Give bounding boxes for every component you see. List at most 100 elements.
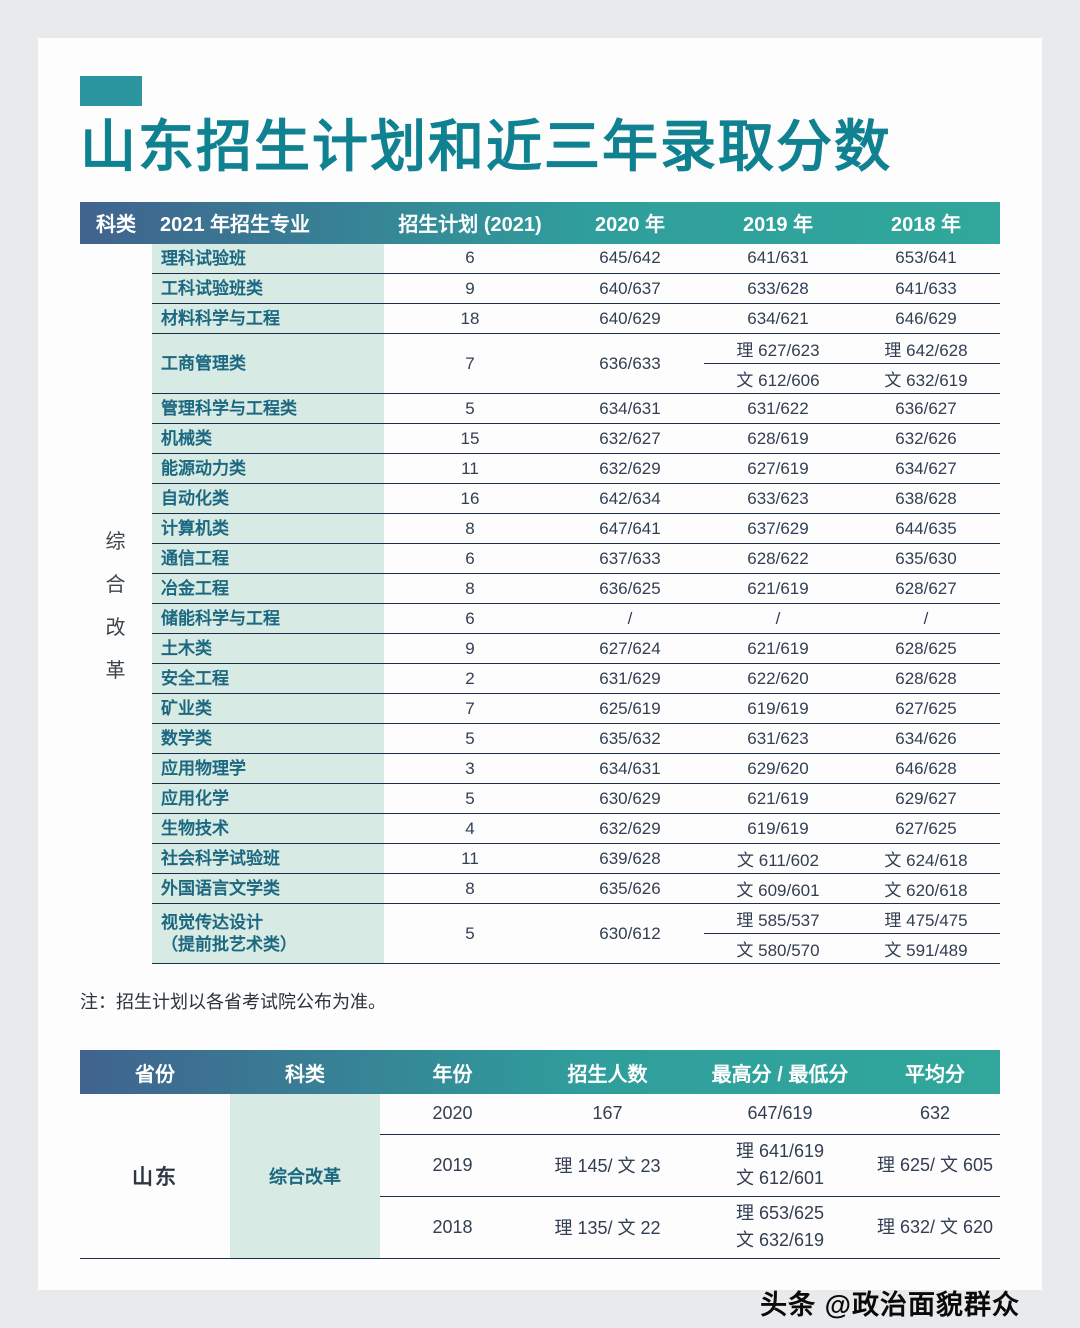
- major-cell: 能源动力类: [152, 453, 384, 485]
- score-2018-cell: 646/628: [852, 753, 1000, 785]
- major-cell: 储能科学与工程: [152, 603, 384, 635]
- province-col-header: 省份: [135, 1063, 175, 1086]
- admission-row: 综合改革理科试验班 6 645/642 641/631 653/641: [80, 243, 1000, 964]
- score-2019-cell: 637/629: [704, 513, 852, 545]
- major-cell: 应用物理学: [152, 753, 384, 785]
- province-table-body: 山东 综合改革 2020 167 647/619 632 2019 理 145/ 文 23 理 …: [80, 1094, 1000, 1259]
- plan-cell: 18: [384, 303, 556, 335]
- category-char: 合: [105, 573, 127, 596]
- plan-cell: 8: [384, 513, 556, 545]
- score-2018-cell: 634/627: [852, 453, 1000, 485]
- plan-cell: 11: [384, 843, 556, 875]
- plan-cell: 11: [384, 453, 556, 485]
- score-2020-cell: 631/629: [556, 663, 704, 695]
- plan-cell: 8: [384, 873, 556, 905]
- score-2020-cell: 627/624: [556, 633, 704, 665]
- score-2018-cell: 628/628: [852, 663, 1000, 695]
- major-cell: 工科试验班类: [152, 273, 384, 305]
- admission-row: 视觉传达设计 （提前批艺术类） 5 630/612 理 585/537 理 475/47…: [80, 903, 1000, 965]
- year-cell: 2019: [380, 1134, 525, 1197]
- plan-cell: 9: [384, 633, 556, 665]
- score-2018-cell: 文 591/489: [852, 933, 1000, 965]
- score-range-cell: 理 653/625 文 632/619: [690, 1196, 870, 1259]
- admission-row: 工商管理类 7 636/633 理 627/623 理 642/628: [80, 333, 1000, 395]
- admission-row: 通信工程 6 637/633 628/622 635/630: [80, 543, 1000, 575]
- score-2020-cell: 630/629: [556, 783, 704, 815]
- province-col-header: 平均分: [905, 1063, 965, 1086]
- avg-score-cell: 632: [870, 1094, 1000, 1135]
- major-cell: 冶金工程: [152, 573, 384, 605]
- score-2019-cell: 628/622: [704, 543, 852, 575]
- category-char: 综: [105, 530, 127, 553]
- score-2018-cell: 627/625: [852, 693, 1000, 725]
- admission-col-header: 2021 年招生专业: [160, 214, 311, 237]
- document-card: 山东招生计划和近三年录取分数 科类 2021 年招生专业 招生计划 (2021) 20…: [38, 38, 1042, 1290]
- year-cell: 2020: [380, 1094, 525, 1135]
- score-2020-cell: 642/634: [556, 483, 704, 515]
- admission-row: 生物技术 4 632/629 619/619 627/625: [80, 813, 1000, 845]
- major-cell: 矿业类: [152, 693, 384, 725]
- score-2020-cell: 636/625: [556, 573, 704, 605]
- score-2018-cell: 653/641: [852, 243, 1000, 275]
- score-2019-cell: 633/628: [704, 273, 852, 305]
- category-cell: 综合改革: [230, 1094, 380, 1259]
- major-cell: 视觉传达设计 （提前批艺术类）: [152, 903, 384, 965]
- score-2019-cell: 629/620: [704, 753, 852, 785]
- score-2019-cell: 641/631: [704, 243, 852, 275]
- score-2018-cell: 634/626: [852, 723, 1000, 755]
- admission-row: 机械类 15 632/627 628/619 632/626: [80, 423, 1000, 455]
- province-cell: 山东: [80, 1094, 230, 1259]
- province-row: 2018 理 135/ 文 22 理 653/625 文 632/619 理 632/ …: [80, 1196, 1000, 1259]
- score-2019-cell: 631/622: [704, 393, 852, 425]
- count-cell: 167: [525, 1094, 690, 1135]
- admission-table: 科类 2021 年招生专业 招生计划 (2021) 2020 年 2019 年 2018 …: [80, 201, 1000, 965]
- category-vertical-label: 综合改革: [80, 243, 152, 964]
- plan-cell: 15: [384, 423, 556, 455]
- plan-cell: 9: [384, 273, 556, 305]
- score-line: 理 641/619: [735, 1141, 825, 1162]
- plan-cell: 3: [384, 753, 556, 785]
- admission-row: 应用化学 5 630/629 621/619 629/627: [80, 783, 1000, 815]
- score-2019-cell: 622/620: [704, 663, 852, 695]
- province-col-header: 最高分 / 最低分: [711, 1063, 849, 1086]
- score-2018-cell: 636/627: [852, 393, 1000, 425]
- score-2018-cell: 文 624/618: [852, 843, 1000, 875]
- admission-row: 能源动力类 11 632/629 627/619 634/627: [80, 453, 1000, 485]
- score-2018-cell: 644/635: [852, 513, 1000, 545]
- page-title: 山东招生计划和近三年录取分数: [80, 115, 892, 178]
- admission-subrow: 文 612/606 文 632/619: [80, 363, 1000, 395]
- score-2019-cell: 文 612/606: [704, 363, 852, 395]
- score-2020-cell: 634/631: [556, 753, 704, 785]
- admission-subrow: 文 580/570 文 591/489: [80, 933, 1000, 965]
- major-cell: 数学类: [152, 723, 384, 755]
- avg-score-cell: 理 632/ 文 620: [870, 1196, 1000, 1259]
- score-2020-cell: /: [556, 603, 704, 635]
- admission-row: 应用物理学 3 634/631 629/620 646/628: [80, 753, 1000, 785]
- avg-line: 632: [919, 1103, 951, 1124]
- score-2020-cell: 632/627: [556, 423, 704, 455]
- major-cell: 通信工程: [152, 543, 384, 575]
- score-2019-cell: 628/619: [704, 423, 852, 455]
- plan-cell: 2: [384, 663, 556, 695]
- plan-cell: 4: [384, 813, 556, 845]
- score-2019-cell: 633/623: [704, 483, 852, 515]
- score-2018-cell: 641/633: [852, 273, 1000, 305]
- score-2020-cell: 640/637: [556, 273, 704, 305]
- admission-row: 冶金工程 8 636/625 621/619 628/627: [80, 573, 1000, 605]
- major-cell: 社会科学试验班: [152, 843, 384, 875]
- province-row: 山东 综合改革 2020 167 647/619 632: [80, 1094, 1000, 1259]
- admission-col-header: 科类: [96, 214, 136, 237]
- plan-cell: 6: [384, 543, 556, 575]
- year-cell: 2018: [380, 1196, 525, 1259]
- score-2020-cell: 647/641: [556, 513, 704, 545]
- admission-row: 数学类 5 635/632 631/623 634/626: [80, 723, 1000, 755]
- title-accent-bar: [80, 76, 142, 106]
- admission-row: 材料科学与工程 18 640/629 634/621 646/629: [80, 303, 1000, 335]
- province-table-header: 省份 科类 年份 招生人数 最高分 / 最低分 平均分: [80, 1050, 1000, 1095]
- avg-score-cell: 理 625/ 文 605: [870, 1134, 1000, 1197]
- footnote: 注：招生计划以各省考试院公布为准。: [80, 992, 386, 1013]
- score-line: 理 653/625: [735, 1203, 825, 1224]
- score-2020-cell: 630/612: [556, 903, 704, 965]
- admission-row: 安全工程 2 631/629 622/620 628/628: [80, 663, 1000, 695]
- province-table: 省份 科类 年份 招生人数 最高分 / 最低分 平均分 山东 综合改革 2020 167 647/…: [80, 1050, 1000, 1259]
